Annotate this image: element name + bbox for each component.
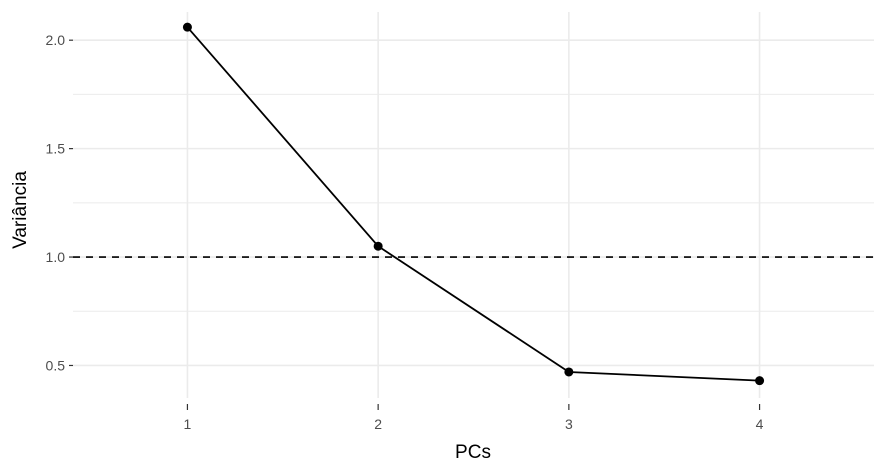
data-point <box>755 376 765 386</box>
x-tick-label: 1 <box>184 416 192 432</box>
series-layer <box>182 22 765 386</box>
y-tick-label: 1.5 <box>46 141 66 157</box>
x-axis-ticks: 1 2 3 4 <box>184 404 764 432</box>
y-axis-ticks: 0.5 1.0 1.5 2.0 <box>46 32 73 373</box>
x-tick-label: 3 <box>565 416 573 432</box>
x-axis-title: PCs <box>455 442 491 463</box>
major-gridlines <box>73 12 874 398</box>
minor-gridlines <box>73 93 874 312</box>
series-line <box>186 26 760 382</box>
y-tick-label: 0.5 <box>46 357 66 373</box>
data-point <box>564 367 574 377</box>
data-point <box>373 241 383 251</box>
x-tick-label: 2 <box>374 416 382 432</box>
y-tick-label: 2.0 <box>46 32 66 48</box>
x-tick-label: 4 <box>756 416 764 432</box>
data-point <box>182 22 192 32</box>
y-tick-label: 1.0 <box>46 249 66 265</box>
y-axis-title: Variância <box>10 171 31 249</box>
